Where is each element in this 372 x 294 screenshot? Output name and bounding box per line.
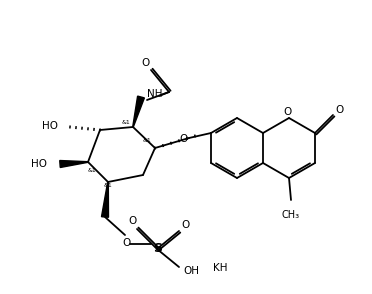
Text: O: O bbox=[336, 105, 344, 115]
Text: OH: OH bbox=[183, 266, 199, 276]
Text: &1: &1 bbox=[142, 138, 151, 143]
Text: O: O bbox=[128, 216, 136, 226]
Text: O: O bbox=[179, 134, 187, 144]
Text: O: O bbox=[122, 238, 130, 248]
Text: KH: KH bbox=[213, 263, 227, 273]
Text: HO: HO bbox=[42, 121, 58, 131]
Text: CH₃: CH₃ bbox=[282, 210, 300, 220]
Text: S: S bbox=[154, 243, 163, 255]
Text: O: O bbox=[141, 58, 149, 68]
Text: O: O bbox=[181, 220, 189, 230]
Text: &1: &1 bbox=[104, 183, 112, 188]
Polygon shape bbox=[133, 96, 144, 127]
Text: &1: &1 bbox=[122, 119, 130, 124]
Text: NH: NH bbox=[147, 89, 163, 99]
Text: &1: &1 bbox=[88, 168, 96, 173]
Polygon shape bbox=[102, 182, 109, 217]
Text: HO: HO bbox=[31, 159, 47, 169]
Text: O: O bbox=[284, 107, 292, 117]
Polygon shape bbox=[60, 161, 88, 168]
